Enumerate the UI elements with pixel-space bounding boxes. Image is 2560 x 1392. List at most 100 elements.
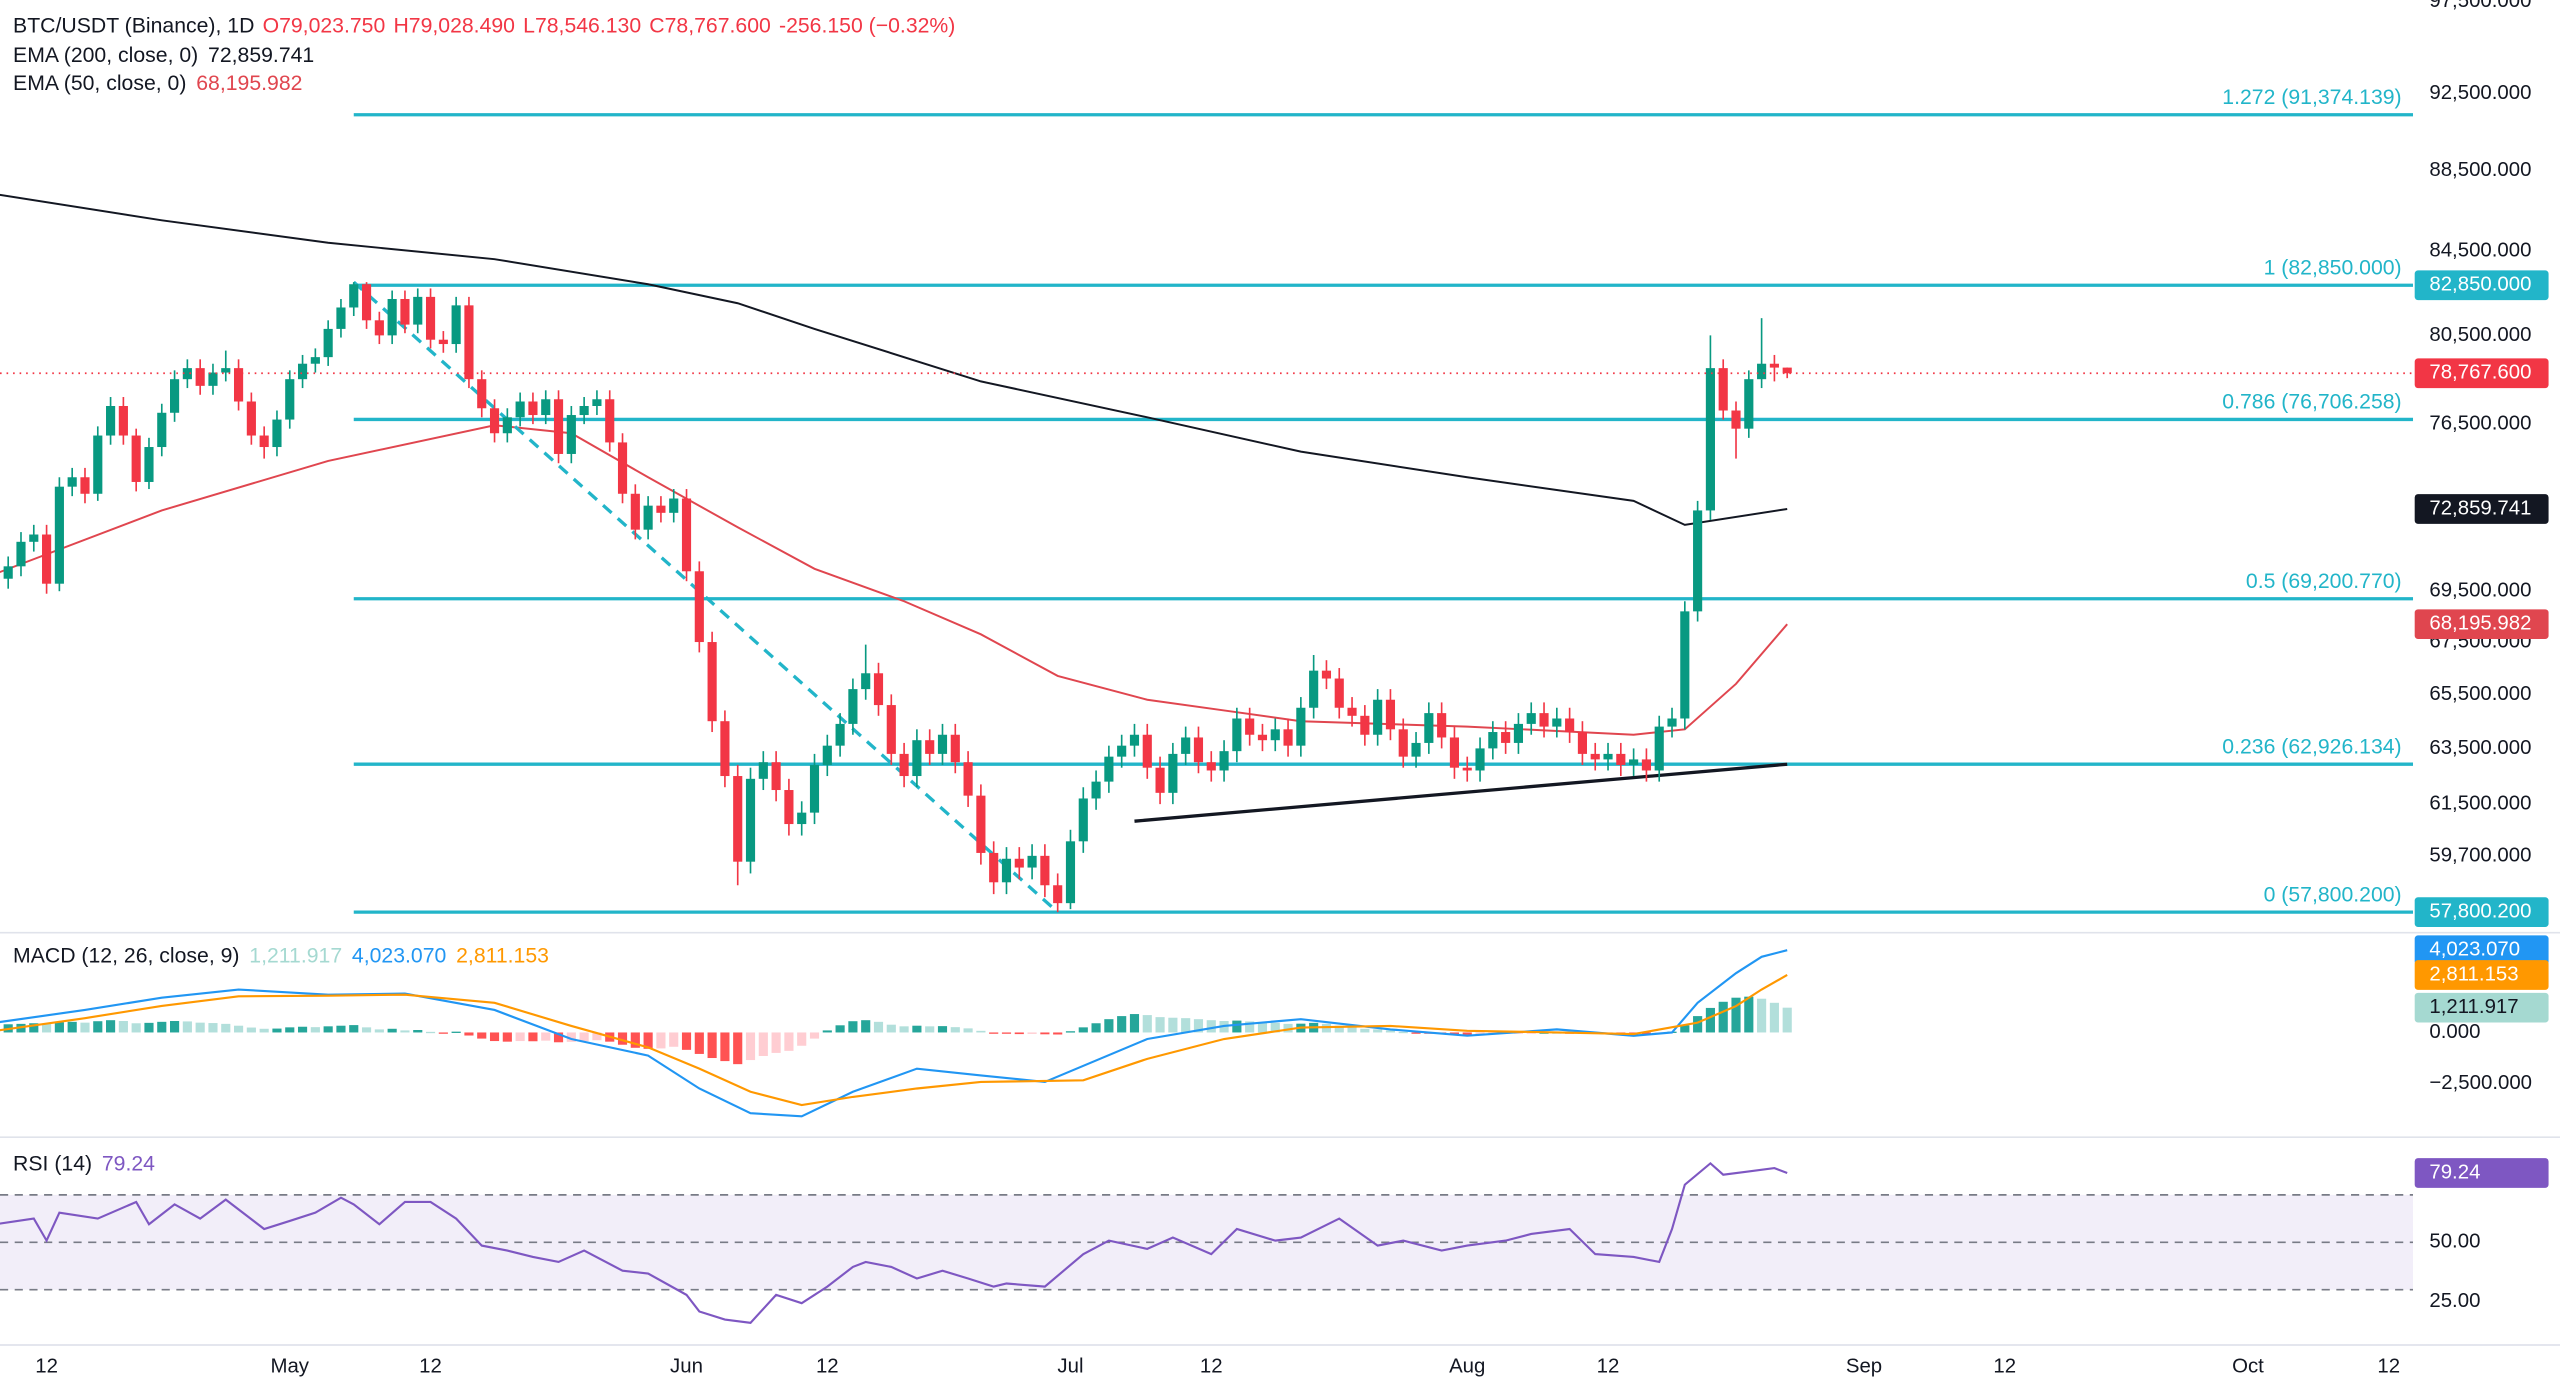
candle-body xyxy=(16,541,26,567)
histogram-bar xyxy=(1705,1007,1715,1033)
candle-body xyxy=(784,790,794,825)
x-tick-label: 12 xyxy=(35,1355,58,1378)
histogram-bar xyxy=(425,1031,436,1034)
price-label-box xyxy=(2414,992,2549,1023)
candle-body xyxy=(489,408,500,434)
candle-body xyxy=(1117,745,1127,757)
histogram-bar xyxy=(643,1032,653,1049)
histogram-bar xyxy=(1462,1032,1472,1035)
histogram-bar xyxy=(1014,1032,1024,1035)
candle-body xyxy=(1654,726,1664,771)
histogram-bar xyxy=(387,1028,397,1033)
candle-body xyxy=(1577,732,1587,754)
candle-body xyxy=(720,721,730,777)
legend-value: 1,211.917 xyxy=(249,943,342,967)
histogram-bar xyxy=(297,1026,308,1033)
histogram-bar xyxy=(963,1028,973,1033)
ohlc-close: C78,767.600 xyxy=(649,13,771,37)
candle-body xyxy=(29,534,39,542)
candle-body xyxy=(272,419,282,448)
candle-body xyxy=(310,357,320,364)
y-tick-label: 80,500.000 xyxy=(2429,323,2531,346)
histogram-bar xyxy=(272,1028,282,1033)
legend-name: MACD (12, 26, close, 9) xyxy=(13,943,239,967)
histogram-bar xyxy=(758,1032,768,1056)
candle-body xyxy=(515,401,525,418)
symbol-title: BTC/USDT (Binance), 1D xyxy=(13,13,254,37)
candle-body xyxy=(617,442,628,494)
candle-body xyxy=(733,776,743,862)
pane xyxy=(0,949,1792,1118)
histogram-bar xyxy=(29,1023,39,1033)
candle-body xyxy=(195,368,205,386)
candle-body xyxy=(1206,762,1216,771)
histogram-bar xyxy=(848,1021,858,1033)
candle-body xyxy=(400,298,410,325)
candle-body xyxy=(1411,742,1421,757)
candle-body xyxy=(361,284,372,321)
candle-body xyxy=(182,368,192,380)
legend-value: 72,859.741 xyxy=(208,43,314,67)
y-tick-label: 92,500.000 xyxy=(2429,81,2531,104)
histogram-bar xyxy=(1232,1020,1242,1033)
candle-body xyxy=(1475,748,1485,771)
candle-body xyxy=(835,723,845,746)
histogram-bar xyxy=(67,1021,77,1033)
candle-body xyxy=(899,753,909,777)
candle-body xyxy=(1526,713,1536,724)
histogram-bar xyxy=(361,1027,372,1033)
fib-label: 1.272 (91,374.139) xyxy=(2222,85,2401,109)
histogram-bar xyxy=(1475,1032,1485,1035)
y-tick-label: 50.00 xyxy=(2429,1230,2480,1253)
candle-body xyxy=(1590,753,1600,760)
axes: 97,500.000 92,500.000 88,500.000 84,500.000… xyxy=(35,0,2549,1378)
candle-body xyxy=(1641,759,1651,771)
candle-body xyxy=(1705,368,1715,511)
histogram-bar xyxy=(873,1021,884,1033)
candle-body xyxy=(387,298,397,336)
candle-body xyxy=(976,795,986,853)
y-tick-label: 97,500.000 xyxy=(2429,0,2531,12)
fib-label: 0.786 (76,706.258) xyxy=(2222,390,2401,414)
y-tick-label: 76,500.000 xyxy=(2429,411,2531,434)
candle-body xyxy=(1629,759,1639,765)
candle-body xyxy=(1731,410,1741,429)
histogram-bar xyxy=(323,1026,333,1033)
histogram-bar xyxy=(1181,1018,1191,1033)
trend-line xyxy=(352,280,1059,914)
candle-body xyxy=(822,745,832,765)
candle-body xyxy=(605,399,615,443)
candle-body xyxy=(1283,729,1293,746)
candle-body xyxy=(1104,756,1114,782)
candle-body xyxy=(80,477,90,494)
price-label: 2,811.153 xyxy=(2429,962,2518,985)
candle-body xyxy=(681,498,692,572)
histogram-bar xyxy=(1347,1027,1357,1033)
candle-body xyxy=(873,673,884,706)
candle-body xyxy=(950,734,960,763)
y-tick-label: 88,500.000 xyxy=(2429,158,2531,181)
candle-body xyxy=(643,505,653,530)
candle-body xyxy=(246,401,256,436)
candle-body xyxy=(1437,713,1447,738)
candle-body xyxy=(797,812,807,825)
candle-body xyxy=(1053,885,1063,904)
ohlc-open: O79,023.750 xyxy=(263,13,386,37)
candle-body xyxy=(323,328,333,358)
candle-body xyxy=(1334,678,1344,708)
candle-body xyxy=(1552,718,1562,727)
candle-body xyxy=(477,379,487,409)
histogram-bar xyxy=(694,1032,704,1054)
candle-body xyxy=(1091,781,1101,799)
macd-legend: MACD (12, 26, close, 9) 1,211.917 4,023.07… xyxy=(13,943,549,967)
histogram-bar xyxy=(1411,1032,1421,1034)
histogram-bar xyxy=(1744,996,1754,1033)
fib-label: 0 (57,800.200) xyxy=(2264,882,2402,906)
histogram-bar xyxy=(1193,1019,1204,1033)
histogram-bar xyxy=(80,1022,90,1033)
histogram-bar xyxy=(950,1027,960,1033)
legend-name: EMA (50, close, 0) xyxy=(13,71,186,95)
candle-body xyxy=(745,778,756,862)
candle-body xyxy=(1513,723,1524,743)
legend: BTC/USDT (Binance), 1D O79,023.750 H79,028… xyxy=(13,13,955,1175)
